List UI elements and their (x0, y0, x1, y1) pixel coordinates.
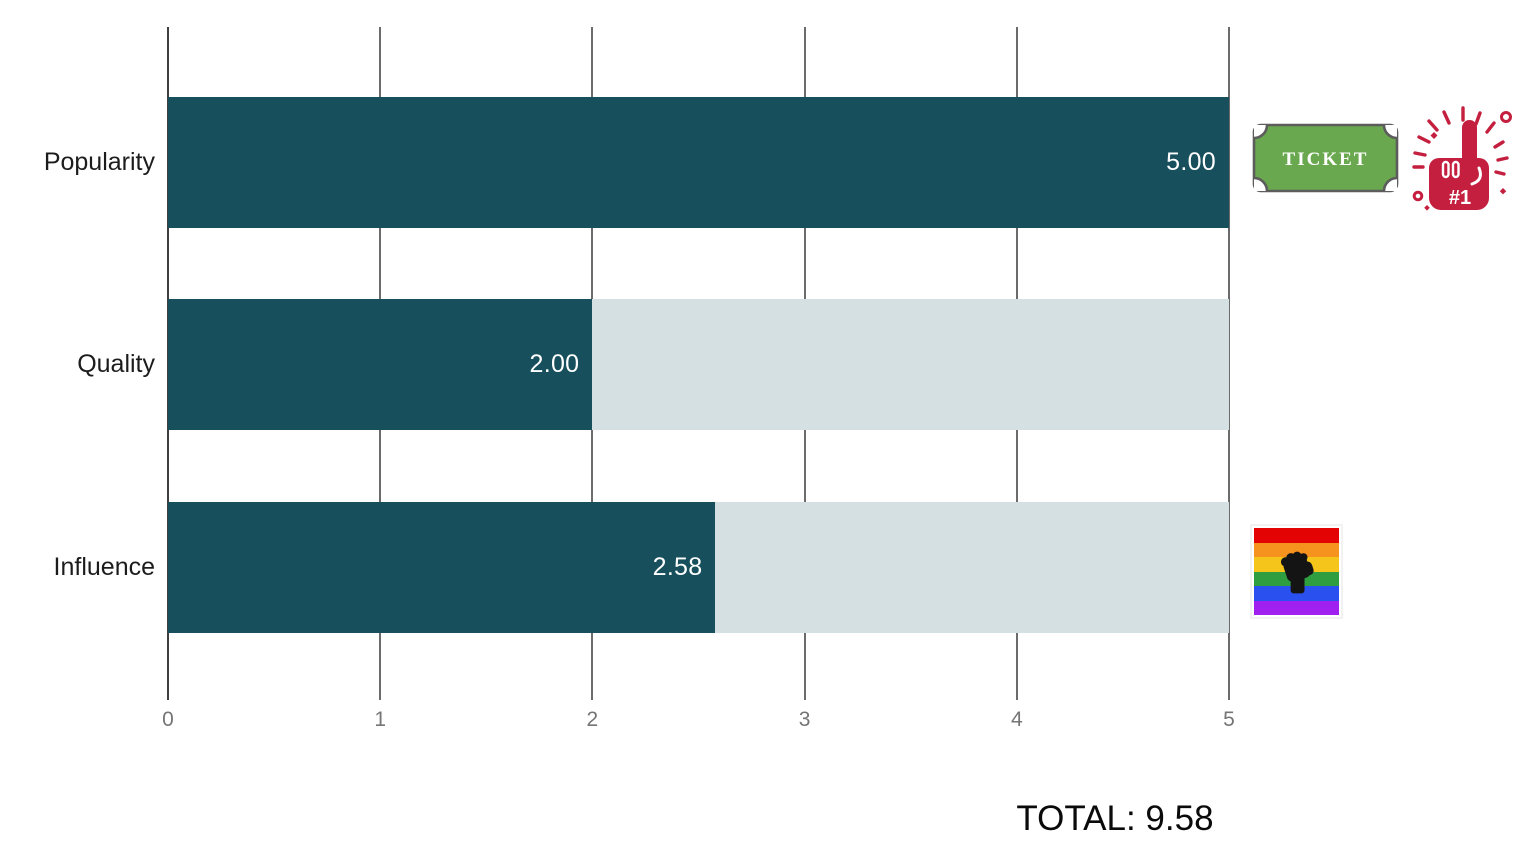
flag-stripe (1254, 542, 1339, 557)
gridline-5 (1228, 27, 1230, 700)
total-score-label: TOTAL: 9.58 (1016, 799, 1214, 838)
ticket-icon: TICKET (1252, 123, 1399, 193)
ticket-label: TICKET (1283, 149, 1369, 170)
flag-stripe (1254, 528, 1339, 543)
ticket-badge-icon: TICKET (1252, 123, 1399, 198)
x-tick-label-1: 1 (374, 708, 387, 731)
x-tick-label-5: 5 (1223, 708, 1235, 731)
x-tick-label-0: 0 (162, 708, 174, 731)
foam-finger-icon: #1 (1412, 106, 1512, 211)
x-tick-label-4: 4 (1010, 708, 1023, 731)
foam-finger-label: #1 (1449, 187, 1471, 209)
bar-influence: 2.58 (168, 502, 716, 633)
category-label-popularity: Popularity (43, 148, 155, 176)
rainbow-stripes (1254, 528, 1339, 615)
bar-quality: 2.00 (168, 299, 593, 430)
bar-value-label: 2.58 (652, 553, 703, 581)
category-label-quality: Quality (77, 350, 155, 378)
bar-popularity: 5.00 (168, 97, 1229, 228)
x-tick-label-3: 3 (798, 708, 811, 731)
foam-finger-number-one-icon: #1 (1406, 104, 1518, 225)
bar-row-quality: 2.00 (168, 299, 1229, 430)
flag-stripe (1254, 586, 1339, 601)
bar-row-influence: 2.58 (168, 502, 1229, 633)
pride-flag-fist-icon (1252, 526, 1341, 617)
bar-value-label: 5.00 (1166, 148, 1216, 176)
x-tick-label-2: 2 (586, 708, 599, 731)
raised-fist-icon (1254, 528, 1339, 615)
flag-stripe (1254, 600, 1339, 615)
bar-row-popularity: 5.00 (168, 97, 1229, 228)
plot-area: 5.00 2.00 2.58 (167, 27, 1230, 700)
bar-value-label: 2.00 (529, 350, 580, 378)
category-label-influence: Influence (53, 553, 155, 581)
